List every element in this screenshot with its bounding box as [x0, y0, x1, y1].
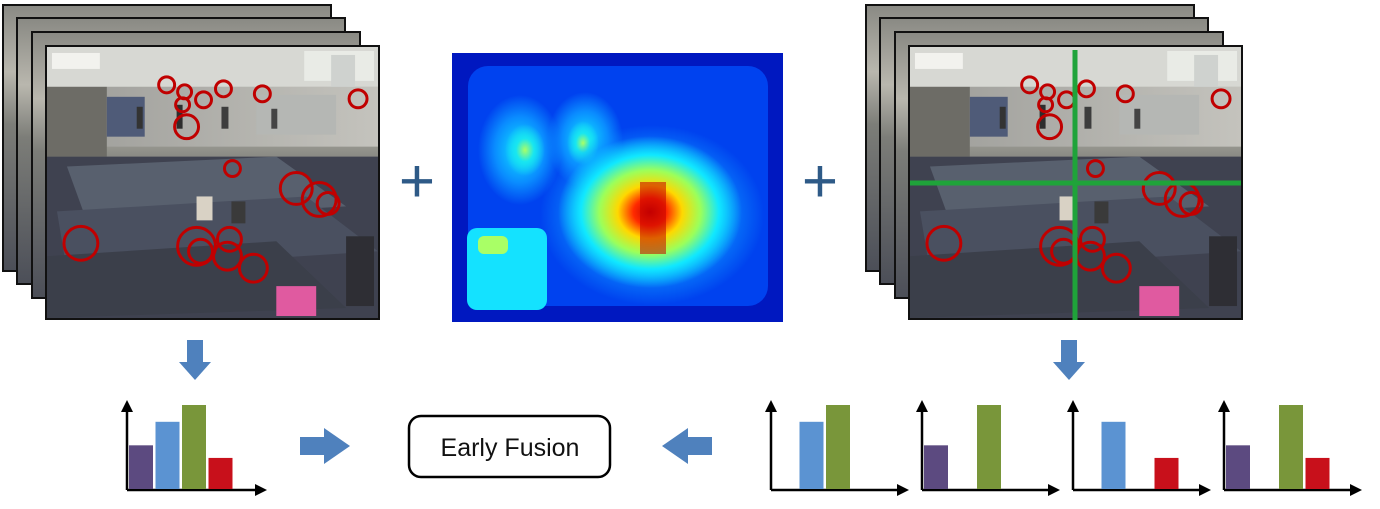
histogram-bar-green — [826, 405, 850, 489]
histogram-bars — [1226, 405, 1330, 489]
histogram-bar-purple — [129, 445, 153, 489]
histogram-grid-cell-1 — [765, 400, 909, 496]
histogram-bar-green — [1279, 405, 1303, 489]
early-fusion-box: Early Fusion — [407, 414, 612, 479]
heatmap-core — [640, 182, 666, 254]
arrow-down-left — [179, 340, 211, 380]
arrow-right-to-fusion — [300, 428, 350, 464]
histogram-bar-green — [182, 405, 206, 489]
plus-sign-2: + — [802, 147, 838, 216]
histogram-bars — [924, 405, 1001, 489]
histogram-bar-blue — [155, 421, 180, 489]
arrow-down-right — [1053, 340, 1085, 380]
early-fusion-label: Early Fusion — [441, 434, 580, 462]
histogram-global — [121, 400, 267, 496]
histogram-bar-purple — [1226, 445, 1250, 489]
early-fusion-border — [407, 414, 612, 479]
heatmap-image — [452, 53, 783, 322]
left-frame-stack — [2, 4, 380, 320]
arrow-right-shaft — [300, 437, 326, 455]
histogram-y-axis-arrowhead — [765, 400, 777, 412]
histogram-bar-blue — [799, 421, 824, 489]
histogram-bar-purple — [924, 445, 948, 489]
histogram-y-axis-arrowhead — [916, 400, 928, 412]
histogram-x-axis-arrowhead — [1350, 484, 1362, 496]
histogram-bars — [1101, 421, 1179, 489]
arrow-left-shaft — [686, 437, 712, 455]
histogram-x-axis-arrowhead — [255, 484, 267, 496]
right-frame-stack — [865, 4, 1243, 320]
histogram-y-axis-arrowhead — [121, 400, 133, 412]
histogram-bar-blue — [1101, 421, 1126, 489]
histogram-bar-red — [1305, 457, 1330, 489]
histogram-bars — [129, 405, 233, 489]
histogram-y-axis-arrowhead — [1218, 400, 1230, 412]
arrow-right-head — [324, 428, 350, 464]
histogram-bar-red — [208, 457, 233, 489]
front-frame-image — [47, 47, 378, 318]
histogram-bar-red — [1154, 457, 1179, 489]
histogram-grid-cell-3 — [1067, 400, 1211, 496]
histogram-y-axis-arrowhead — [1067, 400, 1079, 412]
histogram-bars — [799, 405, 850, 489]
histogram-bar-green — [977, 405, 1001, 489]
heatmap-blob — [505, 124, 545, 176]
histogram-x-axis-arrowhead — [897, 484, 909, 496]
histogram-grid-cell-4 — [1218, 400, 1362, 496]
histogram-grid-cell-2 — [916, 400, 1060, 496]
arrow-left-head — [662, 428, 688, 464]
plus-sign-1: + — [399, 147, 435, 216]
histogram-x-axis-arrowhead — [1048, 484, 1060, 496]
histogram-x-axis-arrowhead — [1199, 484, 1211, 496]
heatmap-blob — [478, 236, 508, 254]
arrow-left-to-fusion — [662, 428, 712, 464]
